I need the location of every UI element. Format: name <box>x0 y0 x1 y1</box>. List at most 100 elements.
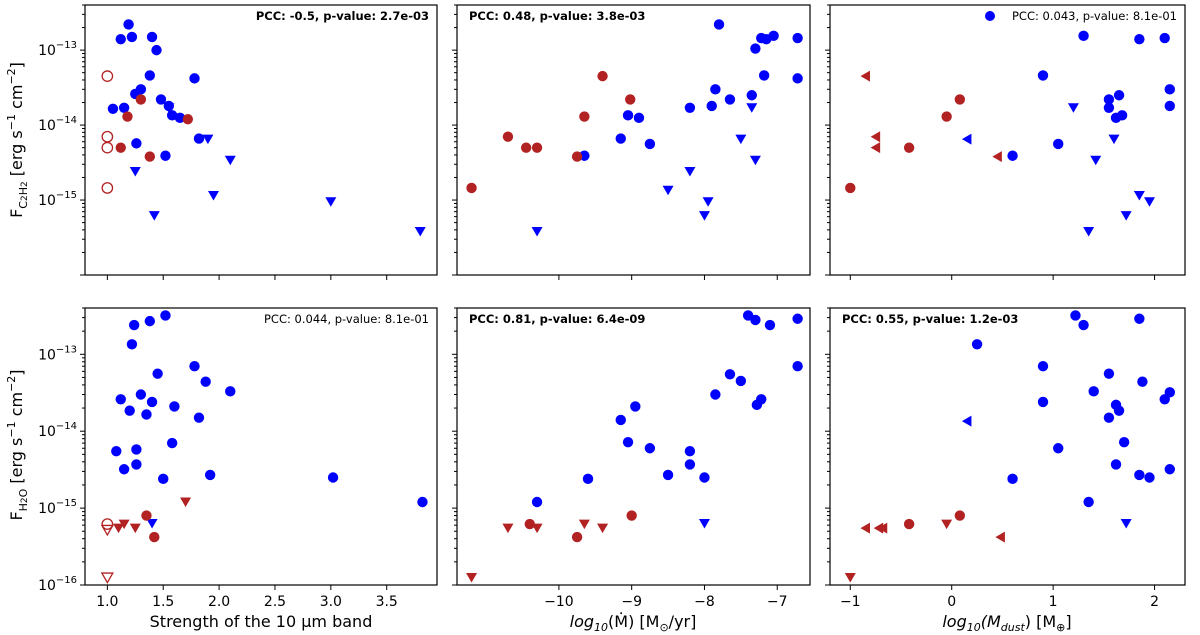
y-tick-label: 10−13 <box>38 40 77 59</box>
data-point <box>155 94 167 105</box>
data-point <box>144 315 156 327</box>
x-tick-label: 1.0 <box>96 594 118 610</box>
pcc-annotation: PCC: 0.044, p-value: 8.1e-01 <box>264 312 429 326</box>
data-point <box>792 313 803 324</box>
data-point <box>1103 412 1115 423</box>
data-point <box>144 151 156 162</box>
data-point <box>524 518 535 530</box>
x-tick-label: −1 <box>840 594 861 610</box>
data-point <box>1053 138 1064 150</box>
data-point <box>148 211 160 221</box>
data-point <box>193 412 205 423</box>
data-point <box>200 376 211 387</box>
data-point <box>1164 464 1175 475</box>
data-point <box>115 142 126 153</box>
data-point <box>163 103 175 113</box>
x-axis-label-band: Strength of the 10 μm band <box>150 612 373 631</box>
data-point <box>633 112 645 124</box>
x-tick-label: 2.0 <box>208 594 230 610</box>
data-point <box>502 131 514 142</box>
data-point <box>903 518 915 530</box>
data-point <box>941 111 952 122</box>
data-point <box>1083 496 1094 508</box>
data-point <box>531 523 543 534</box>
data-point <box>710 389 721 400</box>
data-point <box>630 401 641 412</box>
data-point <box>174 112 186 124</box>
x-tick-label: 3.0 <box>320 594 342 610</box>
y-tick-label: 10−16 <box>38 575 77 594</box>
data-point <box>204 469 216 481</box>
data-point <box>189 361 200 372</box>
data-point <box>146 396 158 408</box>
data-point <box>531 496 543 508</box>
pcc-annotation: PCC: 0.48, p-value: 3.8e-03 <box>469 9 645 23</box>
data-point <box>113 523 125 534</box>
pcc-annotation: PCC: 0.55, p-value: 1.2e-03 <box>842 312 1018 326</box>
data-point <box>582 473 594 485</box>
data-point <box>1120 211 1132 221</box>
data-point <box>845 182 856 194</box>
data-point <box>1133 190 1145 201</box>
data-point <box>208 190 220 201</box>
data-point <box>101 182 114 194</box>
pcc-annotation: PCC: 0.043, p-value: 8.1e-01 <box>1012 9 1177 23</box>
data-point <box>1007 150 1018 161</box>
data-point <box>131 138 142 149</box>
data-point <box>1037 361 1049 372</box>
panel-4: 1.0 1.5 2.0 2.5 3.0 3.5 10−16 10−15 10−14 10−13 PC… <box>38 307 438 610</box>
panel-3: PCC: 0.043, p-value: 8.1e-01 <box>825 4 1186 280</box>
data-point <box>1078 319 1089 331</box>
data-point <box>644 138 656 150</box>
data-point <box>699 472 710 483</box>
data-point <box>941 519 953 530</box>
x-tick-label: 2 <box>1150 594 1159 610</box>
data-point <box>749 155 761 166</box>
data-point <box>954 94 966 105</box>
data-point <box>129 523 141 534</box>
y-axis-label-c2h2: FC2H2 [erg s−1 cm−2] <box>5 62 30 218</box>
data-point <box>118 519 130 530</box>
data-point <box>466 182 477 194</box>
data-point <box>792 73 803 84</box>
data-point <box>579 111 590 122</box>
data-point <box>115 33 126 45</box>
data-point <box>182 113 194 125</box>
data-point <box>992 151 1002 163</box>
data-point <box>768 30 779 42</box>
data-point <box>764 319 776 331</box>
x-axis-label-mdust: log10(Mdust) [M⊕] <box>942 612 1071 634</box>
data-point <box>698 211 710 221</box>
data-point <box>1113 90 1125 101</box>
data-point <box>1037 70 1049 81</box>
x-tick-label: 2.5 <box>264 594 286 610</box>
data-point <box>792 361 803 372</box>
x-tick-label: 1 <box>1049 594 1058 610</box>
data-point <box>625 94 636 105</box>
data-point <box>1134 33 1145 45</box>
data-point <box>1137 376 1148 387</box>
data-point <box>100 572 114 584</box>
data-point <box>1053 443 1064 454</box>
panel-frame <box>84 4 438 276</box>
legend-marker <box>985 11 995 21</box>
data-point <box>615 133 626 144</box>
data-point <box>1164 100 1175 112</box>
data-point <box>1083 227 1095 237</box>
data-point <box>146 31 158 43</box>
data-point <box>1144 197 1155 207</box>
data-point <box>180 497 192 508</box>
x-tick-label: −9 <box>621 594 642 610</box>
data-point <box>662 185 674 196</box>
data-point <box>684 459 696 470</box>
panel-5: −10 −9 −8 −7 PCC: 0.81, p-value: 6.4e-09 <box>452 307 811 610</box>
data-point <box>124 405 135 416</box>
data-point <box>758 70 770 81</box>
data-point <box>724 94 736 105</box>
y-tick-label: 10−14 <box>38 421 77 440</box>
data-point <box>225 386 236 397</box>
data-point <box>107 103 119 114</box>
x-tick-label: 0 <box>947 594 956 610</box>
panel-frame <box>456 4 811 276</box>
data-point <box>101 70 114 82</box>
